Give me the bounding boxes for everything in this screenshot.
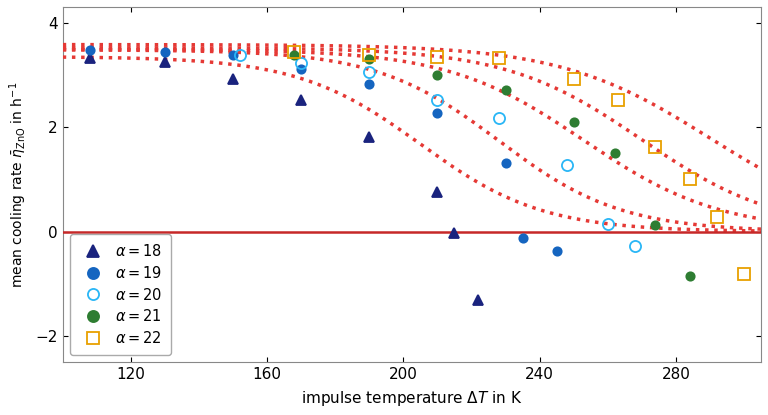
Legend: $\alpha = 18$, $\alpha = 19$, $\alpha = 20$, $\alpha = 21$, $\alpha = 22$: $\alpha = 18$, $\alpha = 19$, $\alpha = … — [70, 234, 171, 355]
Y-axis label: mean cooling rate $\bar{\eta}_{\mathrm{ZnO}}$ in h$^{-1}$: mean cooling rate $\bar{\eta}_{\mathrm{Z… — [7, 81, 28, 288]
X-axis label: impulse temperature $\Delta T$ in K: impulse temperature $\Delta T$ in K — [301, 389, 523, 408]
